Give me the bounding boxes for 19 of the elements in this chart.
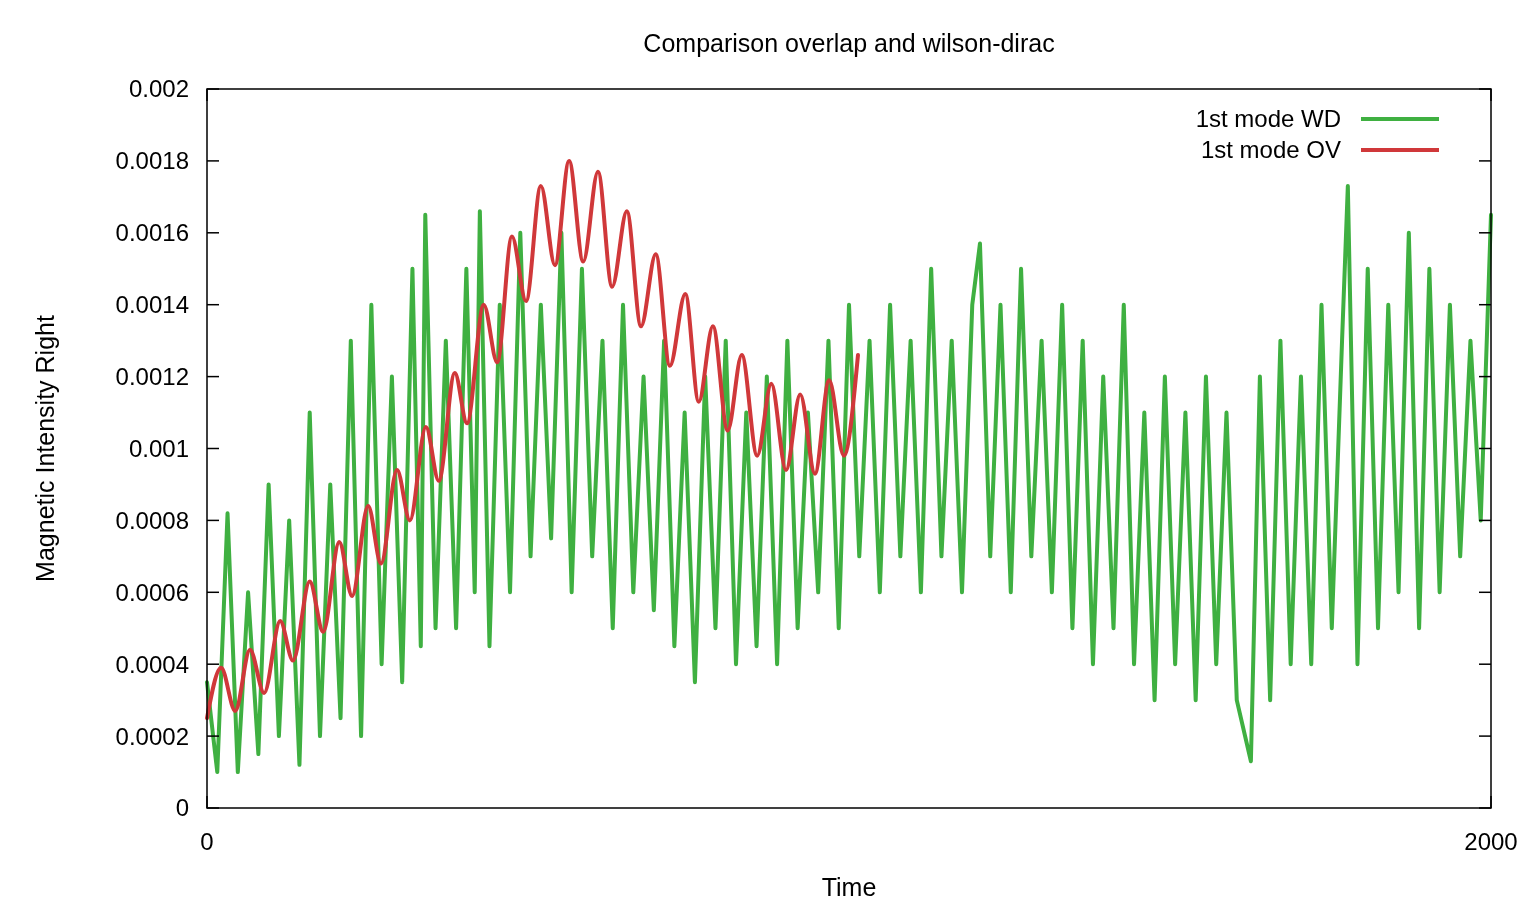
y-tick-label: 0.0012 bbox=[115, 363, 189, 390]
y-tick-label: 0.0014 bbox=[115, 291, 189, 319]
y-tick-label: 0.0016 bbox=[115, 219, 189, 247]
y-axis-title: Magnetic Intensity Right bbox=[31, 315, 59, 582]
y-tick-label: 0.002 bbox=[128, 75, 189, 103]
y-tick-label: 0.001 bbox=[128, 434, 189, 462]
y-tick-label: 0.0008 bbox=[115, 506, 189, 534]
y-tick-label: 0.0006 bbox=[115, 578, 189, 606]
x-tick-label: 2000 bbox=[1464, 828, 1518, 855]
chart-title: Comparison overlap and wilson-dirac bbox=[643, 29, 1055, 57]
y-tick-label: 0.0002 bbox=[115, 722, 189, 750]
legend-label: 1st mode OV bbox=[1200, 136, 1341, 164]
y-tick-label: 0.0004 bbox=[115, 650, 189, 678]
line-series bbox=[205, 158, 860, 721]
legend-label: 1st mode WD bbox=[1195, 105, 1341, 133]
x-axis-title: Time bbox=[821, 873, 877, 901]
y-tick-label: 0.0018 bbox=[115, 147, 189, 175]
y-tick-label: 0 bbox=[175, 794, 189, 822]
line-series bbox=[205, 184, 1493, 775]
